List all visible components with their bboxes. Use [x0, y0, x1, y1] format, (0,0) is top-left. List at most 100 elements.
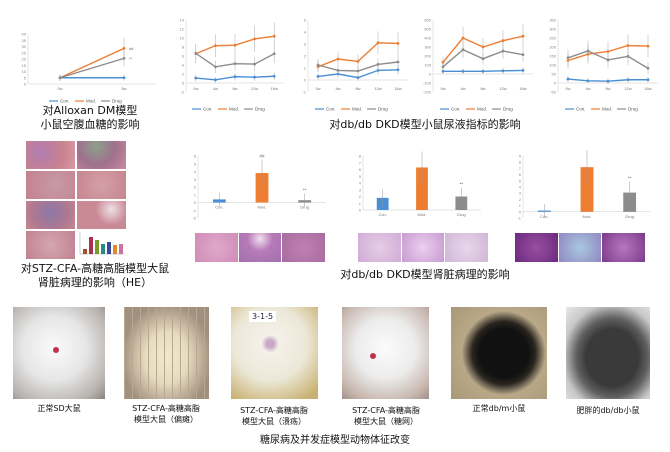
y-tick-label: 5: [359, 174, 362, 179]
legend-label: Mod.: [229, 107, 239, 112]
y-tick-label: 6: [194, 154, 197, 159]
data-point: [233, 75, 237, 79]
legend-label: Con.: [326, 107, 336, 112]
data-point: [501, 69, 505, 73]
y-tick-label: 0: [24, 82, 27, 87]
caption-animals: 糖尿病及并发症模型动物体征改变: [260, 435, 410, 446]
x-tick-label: 0w: [315, 86, 320, 91]
caption-line: 模型大鼠（溃疡）: [242, 417, 306, 426]
y-tick-label: 35: [22, 38, 27, 43]
data-point: [122, 76, 126, 80]
data-point: [253, 37, 256, 41]
y-tick-label: 1: [519, 203, 522, 208]
y-tick-label: 0: [304, 78, 307, 83]
y-tick-label: 8: [182, 45, 185, 50]
data-point: [122, 46, 126, 50]
y-tick-label: 0: [519, 209, 522, 214]
y-tick-label: 200: [549, 45, 556, 50]
y-tick-label: 5: [304, 18, 307, 23]
x-tick-label: Drug: [625, 214, 634, 219]
x-tick-label: 0w: [57, 86, 62, 91]
histology-image: [401, 233, 445, 262]
x-tick-label: 8w: [232, 86, 237, 91]
data-point: [461, 48, 465, 52]
data-point: [481, 57, 485, 61]
legend-label: Drug: [628, 107, 638, 112]
y-tick-label: 7: [519, 166, 522, 171]
x-tick-label: 0w: [440, 86, 445, 91]
x-tick-label: 4w: [335, 86, 340, 91]
y-tick-label: 0: [359, 208, 362, 213]
bar-mod: [416, 167, 428, 210]
data-point: [606, 58, 610, 62]
mini-bar: [119, 244, 123, 254]
y-tick-label: 0: [429, 72, 432, 77]
y-tick-label: -1: [517, 216, 521, 221]
data-point: [481, 69, 485, 73]
caption-line: 对Alloxan DM模型: [42, 104, 138, 117]
data-point: [626, 54, 630, 58]
y-tick-label: -200: [423, 90, 432, 95]
histology-image: [558, 233, 602, 262]
y-tick-label: 4: [194, 169, 197, 174]
histology-image: [445, 233, 489, 262]
y-tick-label: -2: [192, 216, 196, 221]
data-point: [214, 44, 217, 48]
mini-bar: [101, 244, 105, 254]
data-point: [586, 79, 590, 83]
y-tick-label: 2: [359, 194, 362, 199]
data-point: [521, 34, 525, 38]
photo-caption: 肥胖的db/db小鼠: [576, 406, 640, 415]
legend-label: Mod.: [86, 99, 96, 104]
data-point: [501, 39, 505, 43]
chart-urine-1: -2 0 2 4 6 8 10 12 14 0w 4w 8w 12w 16w Con. Mod. Drug: [180, 18, 284, 112]
data-point: [214, 78, 217, 82]
histology-image: [25, 200, 76, 230]
data-point: [194, 76, 198, 80]
y-tick-label: 0: [182, 81, 185, 86]
caption-line: 模型大鼠（糖网）: [354, 417, 418, 426]
x-tick-label: Mod.: [258, 205, 267, 210]
data-point: [441, 69, 445, 73]
y-tick-label: 5: [24, 75, 27, 80]
y-tick-label: 12: [180, 27, 185, 32]
x-tick-label: 8w: [355, 86, 360, 91]
kidney-histology-strip-2: [358, 233, 489, 262]
histology-image: [76, 170, 127, 200]
x-tick-label: 16w: [394, 86, 401, 91]
legend-label: Drug: [112, 99, 122, 104]
caption-kidney: 对db/db DKD模型肾脏病理的影响: [340, 268, 510, 281]
y-tick-label: 400: [424, 36, 431, 41]
photo-tag: 3-1-5: [249, 311, 277, 322]
photo-caption: 正常SD大鼠: [37, 404, 81, 413]
data-point: [646, 78, 650, 82]
data-point: [272, 34, 276, 38]
y-tick-label: 14: [180, 18, 185, 23]
caption-line: 肾脏病理的影响（HE）: [37, 276, 153, 289]
data-point: [336, 57, 340, 61]
x-tick-label: 0w: [193, 86, 198, 91]
y-tick-label: 40: [22, 32, 27, 37]
chart-urine-3: -200 -100 0 100 200 300 400 500 600 0w 4w 8w 12w 16w C…: [423, 18, 533, 112]
data-point: [626, 44, 630, 47]
legend-label: Drug: [503, 107, 513, 112]
x-tick-label: 4w: [460, 86, 465, 91]
mini-bar: [95, 240, 99, 254]
x-tick-label: 4w: [213, 86, 218, 91]
x-tick-label: Mod.: [418, 212, 427, 217]
chart-urine-2: -1 0 1 2 3 4 5 0w 4w 8w 12w 16w Con. Mod. Drug: [302, 18, 408, 112]
data-point: [501, 49, 505, 53]
photo-stz-rat-hemiplegia: [124, 307, 209, 399]
data-point: [646, 66, 650, 70]
y-tick-label: 50: [552, 72, 557, 77]
data-point: [566, 56, 570, 60]
y-tick-label: 300: [424, 45, 431, 50]
y-tick-label: 8: [359, 154, 362, 159]
photo-stz-rat-retinopathy: [342, 307, 429, 399]
legend-label: Con.: [451, 107, 461, 112]
y-tick-label: 500: [424, 27, 431, 32]
y-tick-label: 3: [359, 187, 362, 192]
y-tick-label: 100: [549, 63, 556, 68]
